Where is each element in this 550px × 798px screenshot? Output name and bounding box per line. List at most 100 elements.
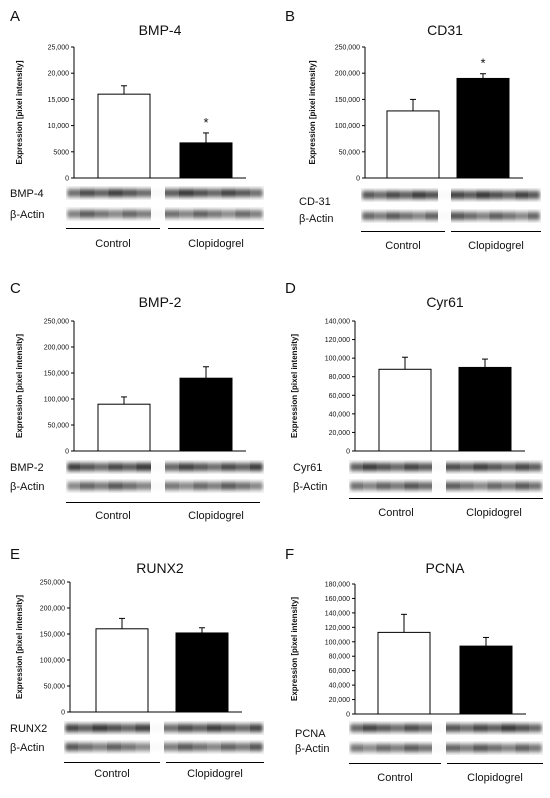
group-label-clopidogrel: Clopidogrel xyxy=(188,510,244,522)
y-tick-label: 40,000 xyxy=(329,683,351,690)
bar-chart: 0 20,000 40,000 60,000 80,000 100,000 120,000 1… xyxy=(290,319,525,456)
y-tick-label: 100,000 xyxy=(335,123,360,130)
y-tick-label: 50,000 xyxy=(339,149,361,156)
significance-marker: * xyxy=(480,56,485,71)
group-label-control: Control xyxy=(94,768,130,780)
group-label-clopidogrel: Clopidogrel xyxy=(468,240,524,252)
group-label-control: Control xyxy=(385,240,421,252)
group-label-control: Control xyxy=(95,510,131,522)
blot-label: CD-31 xyxy=(299,196,331,208)
control-underline xyxy=(64,762,160,763)
y-tick-label: 80,000 xyxy=(329,374,351,381)
panel-letter: B xyxy=(285,8,296,25)
panel-title: BMP-4 xyxy=(138,22,182,38)
y-tick-label: 200,000 xyxy=(44,345,69,352)
panel-title: BMP-2 xyxy=(138,294,182,310)
y-tick-label: 20,000 xyxy=(329,430,351,437)
y-tick-label: 50,000 xyxy=(44,684,66,691)
bar-chart: 0 5000 10,000 15,000 20,000 25,000 Expression … xyxy=(15,45,246,183)
y-tick-label: 60,000 xyxy=(329,668,351,675)
bar-control xyxy=(378,368,432,452)
actin-blot-image xyxy=(349,741,543,755)
bar-control xyxy=(97,93,151,179)
bar-control xyxy=(97,403,151,452)
bar-clopidogrel xyxy=(179,142,233,179)
panel-letter: C xyxy=(10,280,21,297)
target-blot-image xyxy=(349,721,543,735)
bar-clopidogrel xyxy=(458,366,512,452)
panel-title: PCNA xyxy=(425,560,465,576)
bar-chart: 0 20,000 40,000 60,000 80,000 100,000 120,000 1… xyxy=(290,582,526,719)
y-tick-label: 0 xyxy=(346,712,350,719)
actin-blot-image xyxy=(66,479,264,493)
panel-e: E RUNX2 0 50,000 100,000 150,000 200,000 250,… xyxy=(0,532,275,798)
y-tick-label: 120,000 xyxy=(325,337,350,344)
y-tick-label: 0 xyxy=(346,449,350,456)
y-tick-label: 0 xyxy=(356,176,360,183)
y-tick-label: 0 xyxy=(65,176,69,183)
actin-label: β-Actin xyxy=(295,743,330,755)
actin-label: β-Actin xyxy=(293,481,328,493)
panel-title: CD31 xyxy=(427,22,463,38)
y-tick-label: 5000 xyxy=(53,149,69,156)
y-tick-label: 25,000 xyxy=(48,45,70,52)
target-blot-image xyxy=(64,721,264,735)
y-axis-label: Expression [pixel intensity] xyxy=(290,334,299,438)
bar-control xyxy=(377,631,431,715)
y-tick-label: 60,000 xyxy=(329,393,351,400)
y-axis-label: Expression [pixel intensity] xyxy=(15,60,24,164)
blot-label: BMP-2 xyxy=(10,462,44,474)
y-tick-label: 20,000 xyxy=(48,71,70,78)
group-label-clopidogrel: Clopidogrel xyxy=(188,238,244,250)
y-tick-label: 160,000 xyxy=(325,596,350,603)
group-underline xyxy=(66,502,260,503)
clopidogrel-underline xyxy=(447,763,543,764)
y-tick-label: 140,000 xyxy=(325,610,350,617)
group-label-control: Control xyxy=(378,507,414,519)
bar-chart: 0 50,000 100,000 150,000 200,000 250,000 Expre… xyxy=(15,580,242,717)
y-tick-label: 40,000 xyxy=(329,411,351,418)
blot-label: Cyr61 xyxy=(293,462,323,474)
panel-title: Cyr61 xyxy=(426,294,464,310)
control-underline xyxy=(361,231,445,232)
y-tick-label: 100,000 xyxy=(40,658,65,665)
group-label-control: Control xyxy=(377,772,413,784)
group-label-clopidogrel: Clopidogrel xyxy=(467,772,523,784)
y-tick-label: 150,000 xyxy=(40,632,65,639)
y-axis-label: Expression [pixel intensity] xyxy=(15,334,24,438)
bar-chart: 0 50,000 100,000 150,000 200,000 250,000 Expre… xyxy=(15,319,246,456)
group-label-clopidogrel: Clopidogrel xyxy=(466,507,522,519)
y-tick-label: 80,000 xyxy=(329,654,351,661)
significance-marker: * xyxy=(203,115,208,130)
group-underline xyxy=(349,498,543,499)
bar-clopidogrel xyxy=(179,377,233,452)
panel-letter: A xyxy=(10,8,21,25)
blot-label: PCNA xyxy=(295,728,326,740)
actin-blot-image xyxy=(349,479,543,493)
y-tick-label: 200,000 xyxy=(40,606,65,613)
y-tick-label: 250,000 xyxy=(335,45,360,52)
panel-letter: F xyxy=(285,546,295,563)
y-tick-label: 10,000 xyxy=(48,123,70,130)
y-tick-label: 120,000 xyxy=(325,625,350,632)
y-tick-label: 180,000 xyxy=(325,582,350,589)
bar-clopidogrel xyxy=(456,77,510,179)
panel-a: A BMP-4 0 5000 10,000 15,000 20,000 25,000 Exp… xyxy=(0,0,275,266)
y-tick-label: 20,000 xyxy=(329,697,351,704)
blot-label: BMP-4 xyxy=(10,188,44,200)
clopidogrel-underline xyxy=(168,228,264,229)
panel-letter: D xyxy=(285,280,296,297)
y-tick-label: 0 xyxy=(61,710,65,717)
y-tick-label: 250,000 xyxy=(40,580,65,587)
target-blot-image xyxy=(66,460,264,474)
bar-clopidogrel xyxy=(175,632,229,713)
y-axis-label: Expression [pixel intensity] xyxy=(308,60,317,164)
y-tick-label: 150,000 xyxy=(44,371,69,378)
y-tick-label: 150,000 xyxy=(335,97,360,104)
actin-blot-image xyxy=(361,209,541,223)
y-tick-label: 15,000 xyxy=(48,97,70,104)
control-underline xyxy=(66,228,160,229)
clopidogrel-underline xyxy=(451,231,541,232)
panel-b: B CD31 0 50,000 100,000 150,000 200,000 250,0… xyxy=(275,0,550,266)
y-tick-label: 100,000 xyxy=(325,639,350,646)
